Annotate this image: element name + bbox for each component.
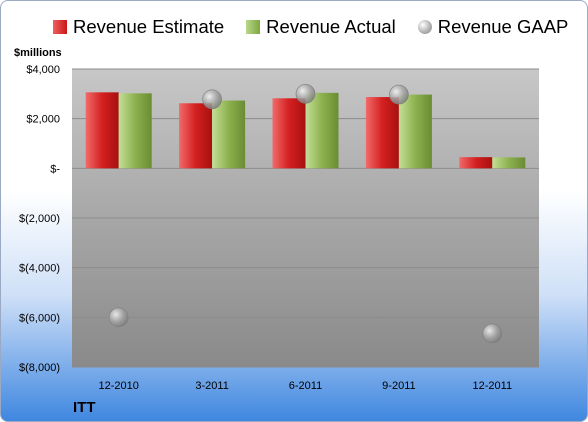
bar-estimate (85, 92, 119, 169)
bar-estimate (179, 103, 213, 169)
x-tick-label: 12-2010 (99, 380, 139, 392)
company-label: ITT (73, 399, 96, 416)
y-tick-label: $(8,000) (19, 362, 60, 374)
y-tick-label: $(2,000) (19, 213, 60, 225)
bar-actual (118, 93, 152, 169)
legend: Revenue Estimate Revenue Actual Revenue … (53, 16, 568, 38)
legend-swatch-gaap (417, 20, 432, 34)
y-tick-label: $2,000 (26, 114, 60, 126)
bar-actual (212, 100, 246, 169)
legend-swatch-estimate (53, 20, 67, 34)
y-tick-label: $(6,000) (19, 312, 60, 324)
bar-actual (305, 92, 339, 169)
unit-label: $millions (14, 47, 62, 59)
point-gaap (295, 84, 316, 104)
legend-label-estimate: Revenue Estimate (73, 16, 225, 37)
legend-label-actual: Revenue Actual (266, 16, 396, 37)
x-tick-label: 3-2011 (195, 380, 228, 392)
legend-item-actual: Revenue Actual (246, 16, 396, 38)
point-gaap (482, 323, 503, 344)
bar-estimate (272, 98, 306, 169)
bar-actual (492, 157, 526, 169)
point-gaap (202, 89, 222, 110)
point-gaap (389, 84, 409, 105)
point-gaap (108, 307, 129, 328)
legend-item-gaap: Revenue GAAP (417, 16, 569, 38)
x-tick-label: 6-2011 (289, 380, 322, 392)
y-tick-label: $(4,000) (19, 263, 60, 275)
legend-label-gaap: Revenue GAAP (437, 16, 569, 37)
legend-swatch-actual (246, 20, 261, 34)
x-tick-label: 12-2011 (473, 380, 513, 392)
x-tick-label: 9-2011 (382, 380, 415, 392)
bar-estimate (365, 97, 399, 169)
y-tick-label: $- (50, 163, 60, 175)
legend-item-estimate: Revenue Estimate (53, 16, 224, 38)
y-tick-label: $4,000 (26, 64, 60, 76)
bar-estimate (459, 157, 493, 169)
bar-actual (398, 94, 432, 169)
